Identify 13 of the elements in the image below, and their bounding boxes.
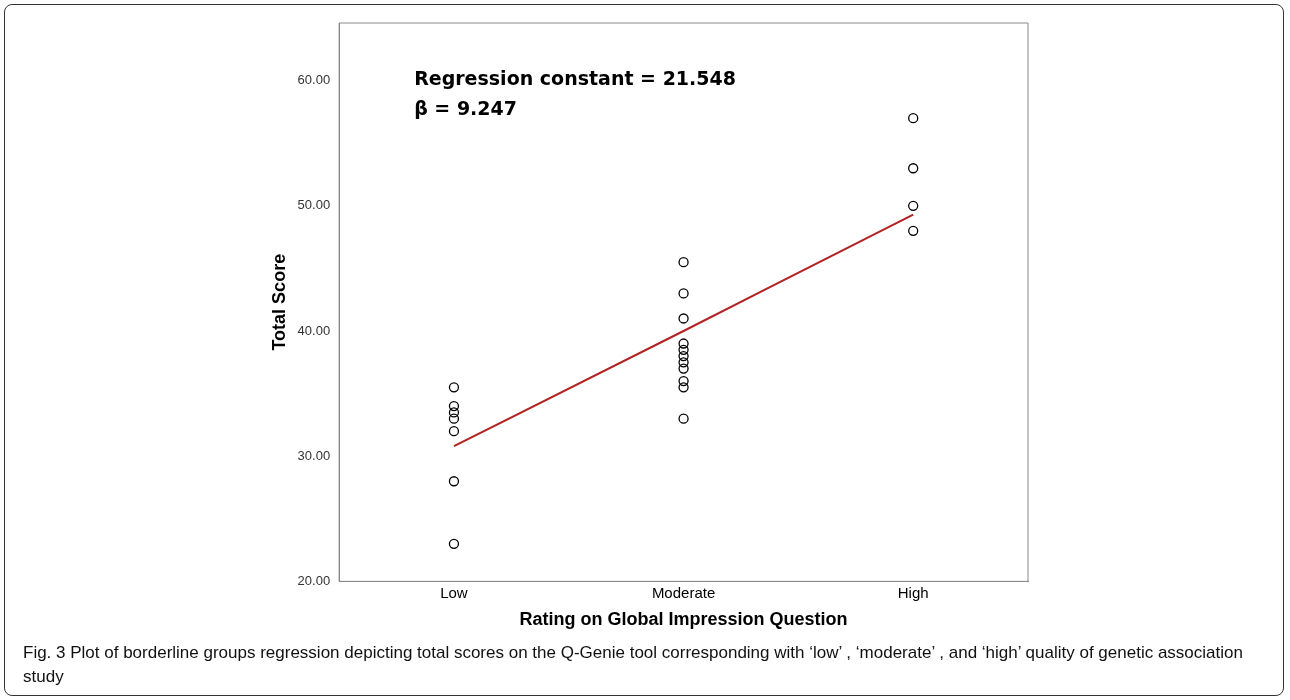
y-tick-label: 30.00 xyxy=(297,447,331,463)
y-tick-label: 40.00 xyxy=(297,322,331,338)
x-axis-title: Rating on Global Impression Question xyxy=(519,609,848,630)
y-tick-label: 60.00 xyxy=(297,72,331,88)
x-tick-label: High xyxy=(897,583,929,601)
x-tick-label: Moderate xyxy=(651,583,716,601)
y-tick-label: 50.00 xyxy=(297,197,331,213)
annotation: Regression constant = 21.548 xyxy=(414,67,736,90)
y-tick-label: 20.00 xyxy=(297,572,331,588)
x-tick-label: Low xyxy=(440,583,468,601)
caption: Fig. 3 Plot of borderline groups regression depicting total scores on the Q-Genie tool corresponding with ‘low’ , ‘moderate’ , and ‘high’ quality of genetic association study xyxy=(23,642,1244,688)
y-axis-title: Total Score xyxy=(268,253,289,351)
annotation: β = 9.247 xyxy=(414,97,517,120)
